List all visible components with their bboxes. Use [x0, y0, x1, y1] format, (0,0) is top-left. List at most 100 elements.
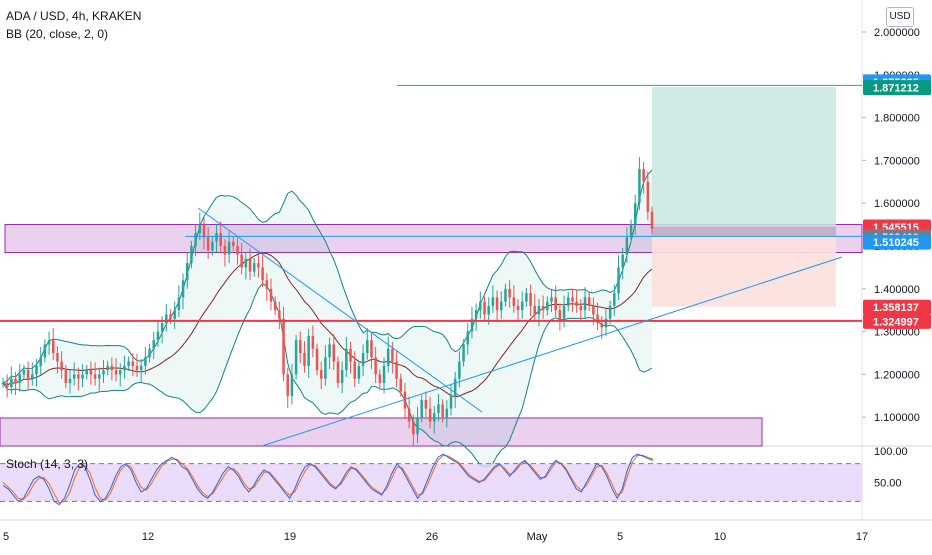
candle-body: [236, 246, 239, 255]
candle-body: [386, 348, 390, 366]
candle-body: [575, 301, 578, 306]
candle-body: [215, 233, 218, 242]
candle-body: [81, 374, 84, 379]
candle-body: [596, 314, 599, 324]
candle-body: [160, 323, 164, 332]
bb-lower-band: [2, 283, 653, 468]
candle-body: [169, 314, 172, 319]
candle-body: [85, 370, 88, 375]
candle-body: [604, 318, 608, 328]
falling-trendline: [197, 207, 483, 413]
candle-body: [223, 246, 227, 255]
candle-body: [336, 361, 340, 383]
candle-body: [633, 203, 637, 225]
candle-body: [382, 365, 386, 383]
candle-body: [554, 297, 557, 311]
candle-body: [315, 348, 319, 371]
price-label-bg: [863, 299, 931, 315]
long-position-entry: [652, 226, 836, 237]
time-tick-label: May: [527, 531, 548, 543]
candle-body: [399, 378, 403, 392]
candle-body: [441, 404, 444, 418]
candle-body: [533, 305, 537, 315]
time-tick-label: 12: [142, 531, 154, 543]
stoch-tick-label: 50.00: [874, 478, 902, 490]
candle-body: [177, 297, 181, 311]
time-tick-label: 26: [426, 531, 438, 543]
stoch-band: [0, 463, 862, 502]
candle-body: [340, 370, 344, 383]
candle-body: [232, 241, 235, 246]
candle-body: [286, 374, 289, 396]
candle-body: [273, 301, 277, 311]
time-tick-label: 5: [3, 531, 9, 543]
stoch-tick-label: 100.00: [874, 446, 908, 458]
symbol-legend[interactable]: ADA / USD, 4h, KRAKEN: [6, 9, 142, 23]
price-labels: 1.8752251.8712121.5455151.5224091.510245…: [863, 74, 931, 329]
candle-body: [587, 297, 591, 306]
candle-body: [156, 331, 160, 341]
candle-body: [458, 361, 461, 379]
candle-body: [416, 417, 419, 435]
candle-body: [361, 353, 365, 366]
candle-body: [299, 340, 302, 353]
time-axis: 5 12 19 26 May 5 10 17: [3, 531, 868, 543]
candle-body: [22, 370, 26, 375]
candle-body: [152, 340, 155, 349]
candle-body: [202, 224, 206, 238]
candle-body: [43, 344, 47, 358]
candle-body: [562, 305, 566, 319]
candle-body: [93, 374, 97, 379]
price-label-text: 1.324997: [873, 316, 919, 328]
candle-body: [89, 370, 93, 375]
candle-body: [357, 365, 361, 379]
candle-body: [252, 263, 256, 272]
stoch-d-line: [2, 454, 654, 504]
candle-body: [646, 181, 650, 212]
candle-body: [642, 168, 645, 182]
candle-body: [374, 357, 377, 375]
price-label-text: 1.510245: [873, 237, 919, 249]
candle-body: [278, 310, 281, 319]
candle-body: [328, 344, 331, 358]
candle-body: [244, 258, 248, 268]
price-label-bg: [863, 234, 931, 250]
candle-body: [102, 370, 105, 375]
candle-body: [198, 224, 202, 234]
candle-body: [378, 374, 382, 383]
currency-button[interactable]: USD: [886, 7, 914, 27]
candle-body: [206, 237, 210, 251]
price-label: 1.510245: [863, 234, 931, 250]
candle-body: [625, 237, 629, 255]
candle-body: [307, 335, 310, 366]
candle-body: [483, 301, 486, 315]
candle-body: [106, 365, 109, 371]
candle-body: [345, 348, 348, 371]
candle-body: [144, 357, 147, 366]
price-tick-label: 1.700000: [874, 155, 920, 167]
candle-body: [550, 297, 553, 302]
candle-body: [227, 241, 231, 255]
candle-body: [181, 280, 185, 298]
candle-body: [500, 301, 503, 311]
indicator-legend[interactable]: BB (20, close, 2, 0): [6, 27, 109, 41]
candle-body: [650, 211, 654, 229]
candle-body: [428, 408, 432, 422]
candle-body: [433, 412, 436, 422]
price-tick-label: 1.400000: [874, 284, 920, 296]
candle-body: [139, 365, 143, 371]
drawing-zones: [0, 87, 863, 447]
candle-body: [445, 408, 449, 418]
time-tick-label: 19: [284, 531, 296, 543]
candle-body: [60, 361, 63, 371]
candle-body: [412, 421, 415, 435]
bb-upper-band: [2, 169, 653, 384]
candle-body: [420, 400, 423, 418]
candle-body: [424, 400, 428, 409]
candle-body: [47, 340, 51, 345]
support-zone: [0, 417, 763, 447]
candle-body: [541, 305, 545, 311]
candle-body: [257, 263, 260, 268]
